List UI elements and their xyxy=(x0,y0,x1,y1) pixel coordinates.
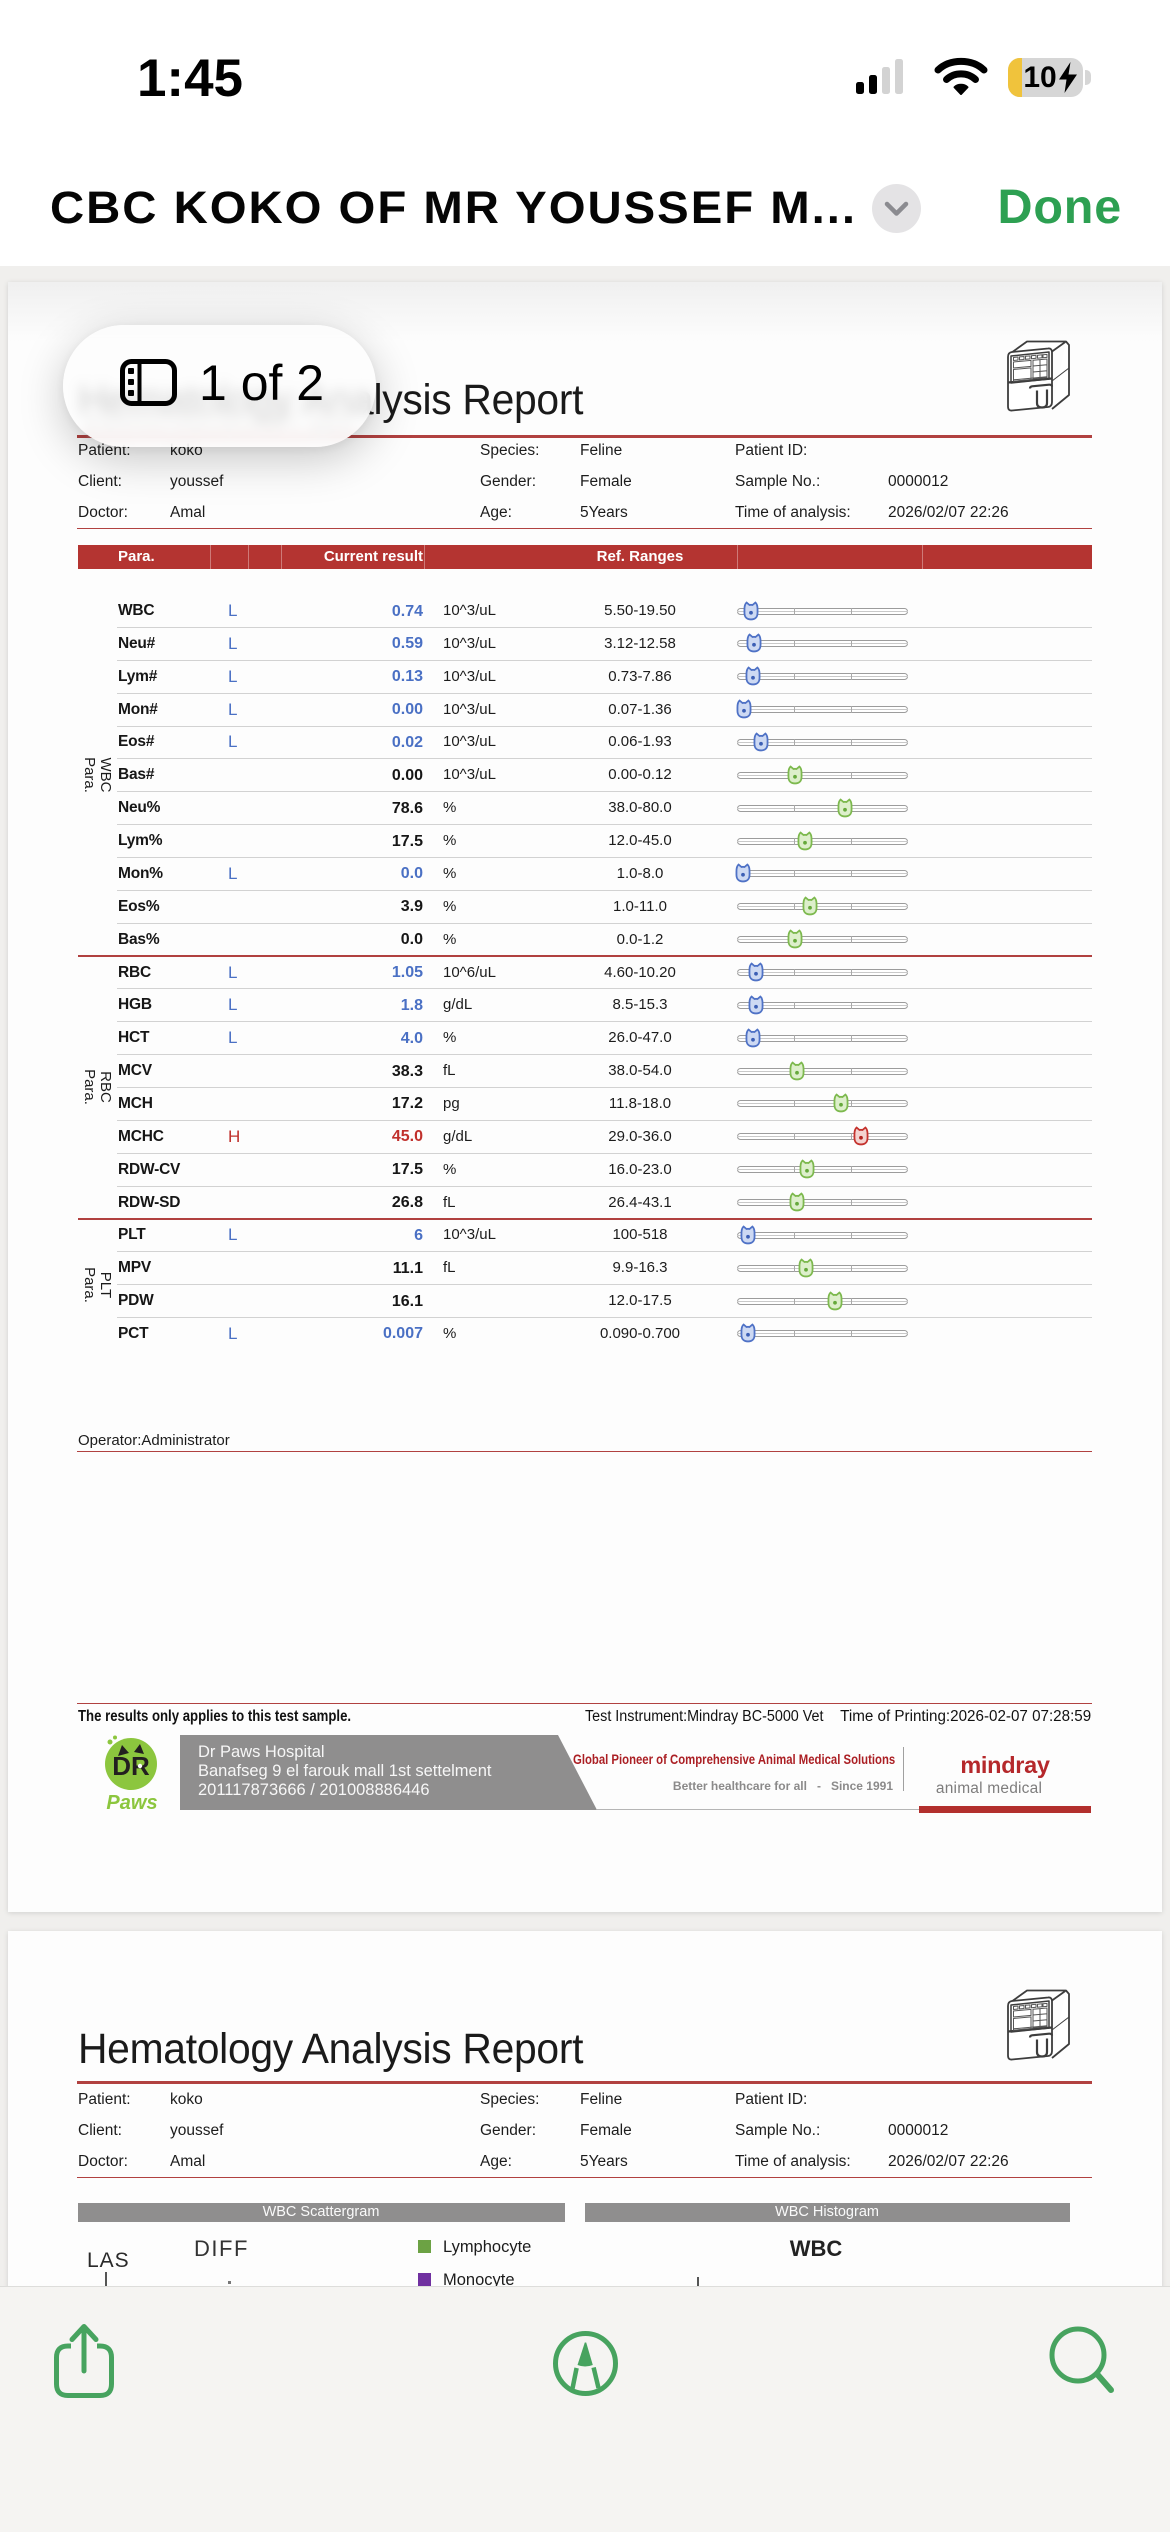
svg-text:Paws: Paws xyxy=(106,1792,157,1814)
svg-text:DR: DR xyxy=(112,1751,150,1781)
